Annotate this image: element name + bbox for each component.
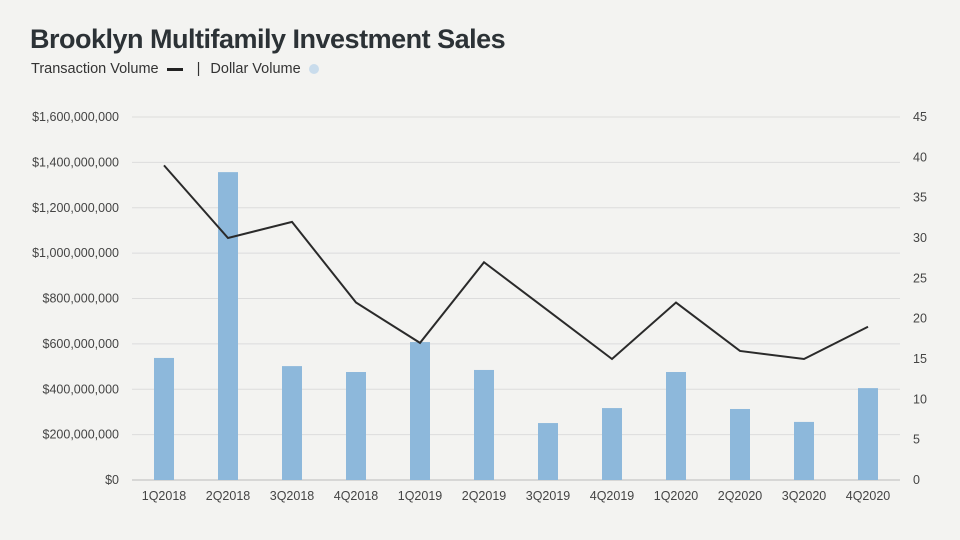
legend-bar-label: Dollar Volume — [210, 61, 301, 77]
left-axis-tick-label: $800,000,000 — [43, 292, 120, 306]
left-axis-tick-label: $0 — [105, 473, 119, 487]
right-axis-tick-label: 5 — [913, 433, 920, 447]
bar-2Q2019 — [474, 369, 494, 480]
bar-3Q2018 — [282, 366, 302, 480]
bar-3Q2019 — [538, 423, 558, 480]
right-axis-tick-label: 30 — [913, 231, 927, 245]
right-axis-tick-label: 0 — [913, 473, 920, 487]
bar-1Q2019 — [410, 342, 430, 480]
bar-2Q2018 — [218, 172, 238, 481]
bar-3Q2020 — [794, 421, 814, 480]
legend-separator: | — [196, 61, 201, 77]
left-axis-tick-label: $1,200,000,000 — [32, 201, 119, 215]
x-axis-tick-label: 1Q2019 — [398, 489, 443, 503]
right-axis-tick-label: 25 — [913, 271, 927, 285]
bar-2Q2020 — [730, 408, 750, 480]
transaction-volume-line — [163, 164, 869, 361]
right-axis-tick-label: 35 — [913, 191, 927, 205]
left-axis-tick-label: $200,000,000 — [43, 428, 120, 442]
bar-1Q2020 — [666, 372, 686, 480]
bar-4Q2018 — [346, 372, 366, 480]
bar-4Q2019 — [602, 408, 622, 480]
legend-bar-swatch-icon — [308, 64, 319, 74]
x-axis-tick-label: 4Q2018 — [334, 489, 379, 503]
x-axis-tick-label: 3Q2020 — [782, 489, 827, 503]
left-axis-tick-label: $1,400,000,000 — [32, 155, 119, 169]
left-axis-tick-label: $1,600,000,000 — [32, 110, 119, 124]
legend-line-label: Transaction Volume — [31, 61, 159, 77]
x-axis-tick-label: 2Q2018 — [206, 489, 251, 503]
x-axis-tick-label: 3Q2018 — [270, 489, 315, 503]
left-axis-tick-label: $1,000,000,000 — [32, 246, 119, 260]
bar-4Q2020 — [858, 388, 878, 480]
chart-title: Brooklyn Multifamily Investment Sales — [30, 24, 506, 54]
legend: Transaction Volume | Dollar Volume — [31, 61, 319, 77]
right-axis-tick-label: 40 — [913, 150, 927, 164]
left-axis-tick-label: $400,000,000 — [43, 382, 120, 396]
right-axis-tick-label: 15 — [913, 352, 927, 366]
x-axis-tick-label: 1Q2018 — [142, 489, 187, 503]
right-axis-tick-label: 45 — [913, 110, 927, 124]
x-axis-tick-label: 1Q2020 — [654, 489, 699, 503]
left-axis-tick-label: $600,000,000 — [43, 337, 120, 351]
x-axis-tick-label: 4Q2020 — [846, 489, 891, 503]
legend-line-swatch-icon — [166, 67, 183, 71]
x-axis-tick-label: 2Q2020 — [718, 489, 763, 503]
x-axis-tick-label: 3Q2019 — [526, 489, 571, 503]
right-axis-tick-label: 20 — [913, 312, 927, 326]
right-axis-tick-label: 10 — [913, 392, 927, 406]
x-axis-tick-label: 4Q2019 — [590, 489, 635, 503]
x-axis-tick-label: 2Q2019 — [462, 489, 507, 503]
bar-1Q2018 — [154, 357, 174, 480]
